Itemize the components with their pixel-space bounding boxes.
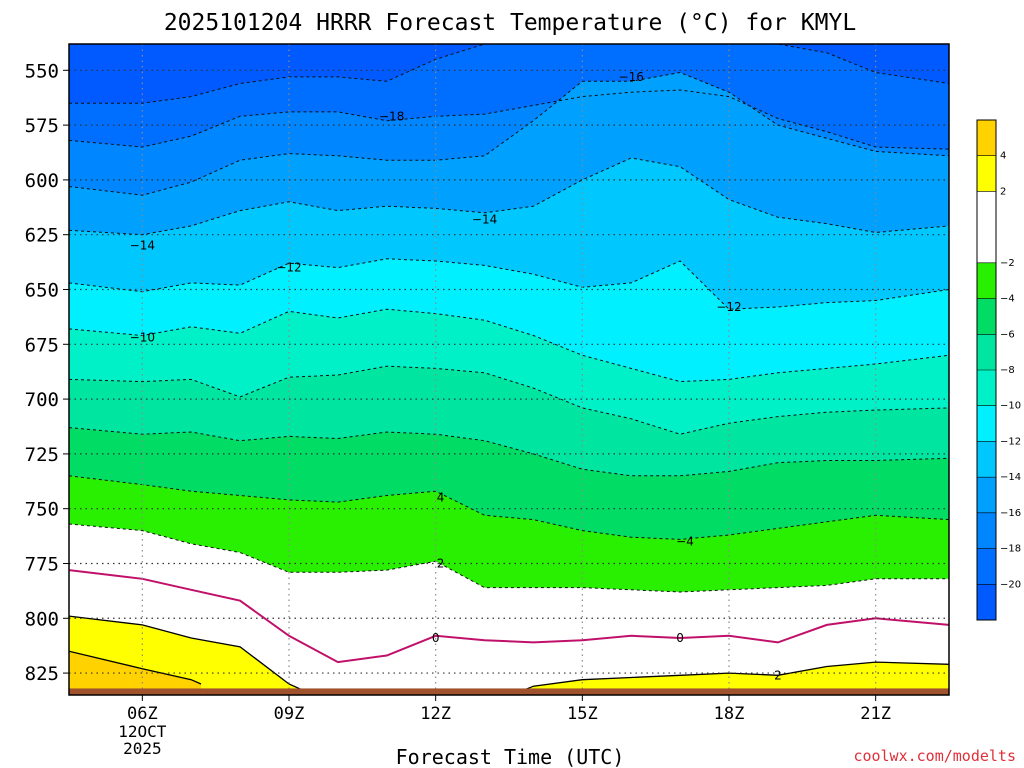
contour-labels: −16 −18 −14 −14 −12 −12 −10 4 −4 2 0 0 2 [130,70,782,682]
contour-line [69,475,949,540]
y-tick-label: 750 [25,499,59,521]
contour-line [69,308,949,383]
colorbar-tick-label: −18 [1000,544,1021,555]
colorbar-tick-label: −20 [1000,579,1021,590]
y-tick-label: 675 [25,334,59,356]
colorbar-tick-label: −2 [1000,258,1015,269]
y-tick-label: 700 [25,389,59,411]
y-tick-label: 550 [25,60,59,82]
contour-label: −14 [472,212,497,226]
x-tick-label: 06Z [127,704,158,724]
x-tick-label: 12Z [420,704,451,724]
temperature-band [69,570,949,695]
colorbar-swatch [977,584,996,620]
colorbar-swatch [977,405,996,442]
plot-area [69,44,949,695]
y-tick-label: 825 [25,663,59,685]
colorbar-swatch [977,120,996,156]
y-tick-label: 775 [25,553,59,575]
colorbar-swatch [977,191,996,263]
contour-line [69,71,949,196]
plot-frame [68,43,950,696]
x-tick-label: 15Z [567,704,598,724]
contour-line [69,569,949,664]
contour-label: 0 [432,631,440,645]
contour-label: −12 [716,300,741,314]
contour-label: 4 [437,491,445,505]
y-tick-label: 725 [25,444,59,466]
y-tick-label: 600 [25,170,59,192]
y-axis: 550 575 600 625 650 675 700 725 750 775 800 825 [25,60,69,685]
contour-label: 0 [676,631,684,645]
colorbar-swatch [977,370,996,406]
colorbar-swatch [977,334,996,370]
colorbar-tick-label: −14 [1000,472,1021,483]
colorbar-swatch [977,298,996,335]
chart-title: 2025101204 HRRR Forecast Temperature (°C… [164,10,856,36]
y-tick-label: 650 [25,279,59,301]
x-axis-label: Forecast Time (UTC) [396,745,625,768]
temperature-band [69,616,949,695]
colorbar-swatch [977,155,996,192]
contour-label: −14 [130,239,155,253]
contour-label: −16 [619,70,644,84]
grid-lines [69,44,949,695]
temperature-band-warmest [69,651,201,689]
contour-line [69,427,949,477]
colorbar-tick-label: −6 [1000,329,1015,340]
contour-label: −4 [676,535,694,549]
ground-surface [69,688,949,695]
y-tick-label: 625 [25,225,59,247]
x-tick-label: 09Z [274,704,305,724]
colorbar-swatch [977,477,996,513]
y-tick-label: 575 [25,115,59,137]
watermark[interactable]: coolwx.com/modelts [853,747,1016,765]
x-tick-sublabel: 12OCT [118,722,167,741]
contour-label: 2 [437,556,445,570]
y-tick-label: 800 [25,608,59,630]
colorbar-swatch [977,262,996,299]
contour-line [69,157,949,236]
contour-label: −10 [130,331,155,345]
contour-label: −12 [276,261,301,275]
contour-lines [69,44,949,695]
colorbar-tick-label: 4 [1000,151,1006,162]
colorbar-tick-label: −8 [1000,365,1015,376]
colorbar-swatch [977,548,996,585]
colorbar-tick-label: −16 [1000,508,1021,519]
contour-label: −18 [379,109,404,123]
colorbar-tick-label: −12 [1000,436,1021,447]
x-tick-label: 18Z [714,704,745,724]
contour-line [69,650,202,685]
contour-line [69,89,949,150]
colorbar-tick-label: −4 [1000,294,1015,305]
x-tick-sublabel: 2025 [123,739,162,758]
ground-layer [69,688,949,695]
colorbar-swatch [977,512,996,549]
contour-label: 2 [774,668,782,682]
colorbar-legend: 4 2 −2 −4 −6 −8 −10 −12 −14 −16 −18 −20 [976,119,1021,621]
colorbar-swatch [977,441,996,478]
contour-line [69,44,949,104]
colorbar-tick-label: −10 [1000,401,1021,412]
contour-line [69,615,949,695]
colorbar-tick-label: 2 [1000,186,1006,197]
x-tick-label: 21Z [860,704,891,724]
contour-line [69,258,949,310]
